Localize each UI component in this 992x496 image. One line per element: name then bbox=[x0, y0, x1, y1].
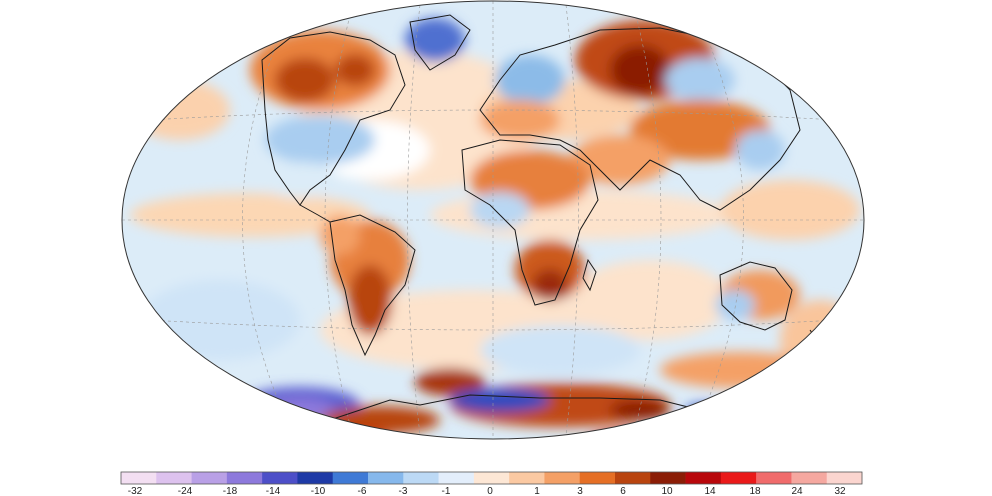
colorbar-swatch bbox=[685, 472, 722, 484]
graticule bbox=[122, 1, 864, 439]
colorbar-swatch bbox=[473, 472, 510, 484]
colorbar-swatch bbox=[791, 472, 828, 484]
colorbar-tick-label: -1 bbox=[442, 486, 451, 496]
colorbar-swatch bbox=[509, 472, 545, 484]
anomaly-field bbox=[130, 18, 860, 439]
colorbar-tick-label: -24 bbox=[178, 486, 193, 496]
colorbar-swatch bbox=[650, 472, 686, 484]
colorbar-swatch bbox=[121, 472, 157, 484]
colorbar-tick-label: 1 bbox=[534, 486, 540, 496]
colorbar-tick-label: 6 bbox=[620, 486, 626, 496]
colorbar-swatch bbox=[579, 472, 616, 484]
colorbar-tick-label: 0 bbox=[487, 486, 493, 496]
colorbar-swatch bbox=[297, 472, 334, 484]
globe bbox=[122, 1, 864, 439]
colorbar-tick-label: 18 bbox=[749, 486, 761, 496]
colorbar-swatch bbox=[191, 472, 228, 484]
colorbar-swatch bbox=[756, 472, 792, 484]
colorbar-tick-label: -14 bbox=[266, 486, 281, 496]
colorbar-tick-label: -32 bbox=[128, 486, 143, 496]
colorbar-swatch bbox=[262, 472, 298, 484]
colorbar-swatch bbox=[403, 472, 439, 484]
colorbar-swatch bbox=[156, 472, 192, 484]
colorbar-swatch bbox=[438, 472, 475, 484]
colorbar-tick-label: -18 bbox=[223, 486, 238, 496]
colorbar-swatch bbox=[226, 472, 263, 484]
colorbar-swatch bbox=[615, 472, 651, 484]
coastlines bbox=[261, 14, 819, 431]
colorbar-tick-label: 3 bbox=[577, 486, 583, 496]
colorbar-swatches bbox=[120, 471, 863, 485]
colorbar-tick-label: 14 bbox=[704, 486, 716, 496]
colorbar-swatch bbox=[720, 472, 757, 484]
colorbar-tick-label: 24 bbox=[791, 486, 803, 496]
colorbar-swatch bbox=[368, 472, 404, 484]
colorbar-tick-labels: -32 -24 -18 -14 -10 -6 -3 -1 0 1 3 6 10 14 18 24 32 bbox=[128, 486, 846, 496]
colorbar-swatch bbox=[544, 472, 581, 484]
colorbar-swatch bbox=[826, 472, 863, 484]
colorbar-frame bbox=[120, 471, 863, 485]
globe-outline bbox=[121, 0, 865, 440]
colorbar-tick-label: -3 bbox=[399, 486, 408, 496]
colorbar-tick-label: -6 bbox=[358, 486, 367, 496]
colorbar-tick-label: -10 bbox=[311, 486, 326, 496]
colorbar-swatch bbox=[332, 472, 369, 484]
colorbar-tick-label: 32 bbox=[834, 486, 846, 496]
colorbar-tick-label: 10 bbox=[661, 486, 673, 496]
